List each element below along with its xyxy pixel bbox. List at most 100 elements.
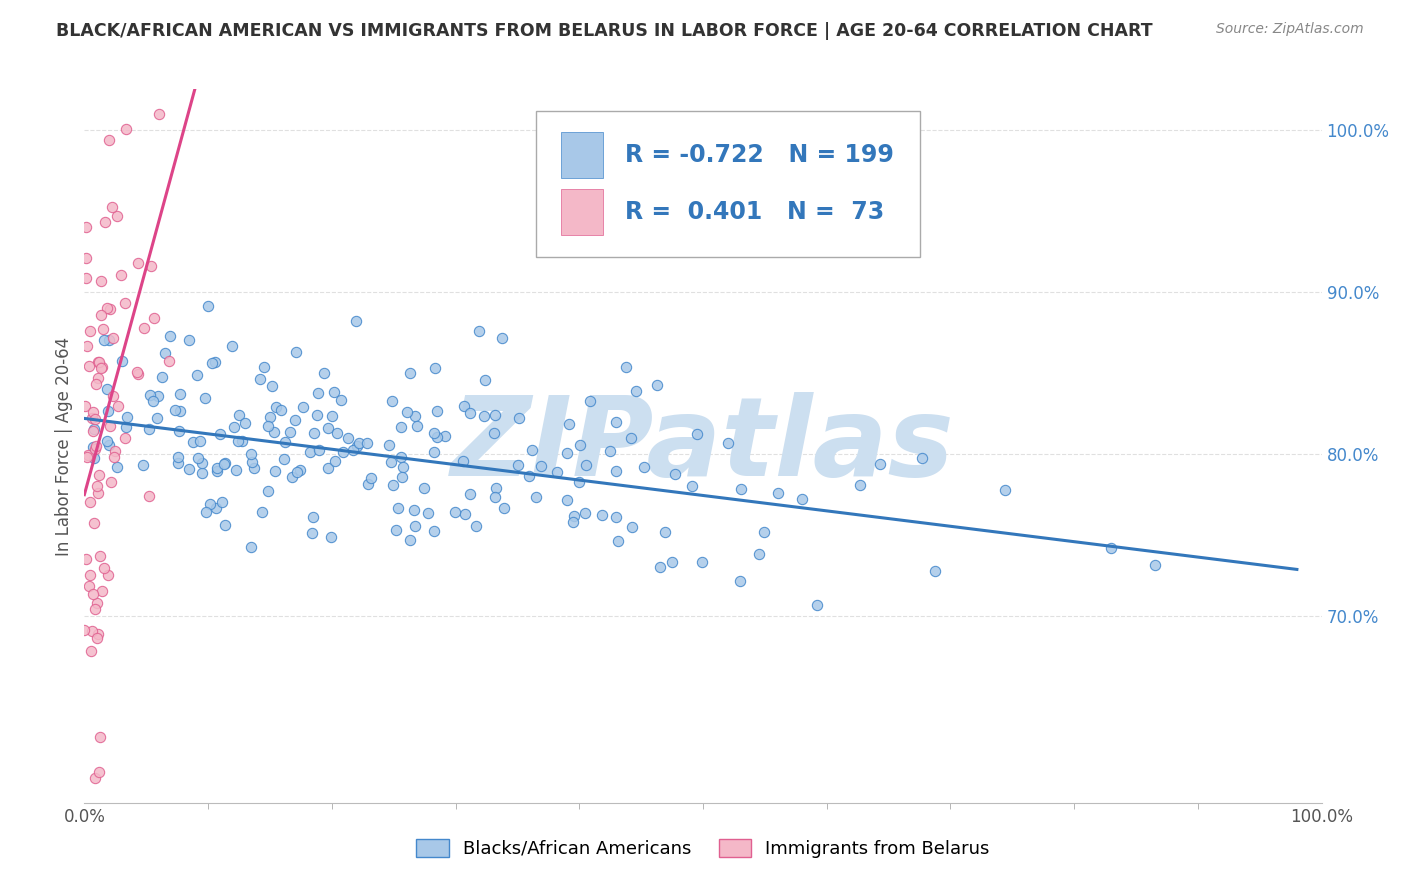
Point	[387, 501, 409, 516]
Point	[599, 444, 621, 458]
Point	[188, 434, 211, 449]
Point	[76, 448, 98, 462]
Point	[557, 493, 579, 508]
Point	[86, 479, 108, 493]
Point	[347, 436, 370, 450]
Point	[614, 359, 637, 374]
Point	[90, 308, 112, 322]
Point	[98, 301, 121, 316]
Point	[747, 548, 769, 562]
Point	[474, 373, 496, 387]
Point	[591, 508, 613, 522]
Point	[212, 458, 235, 472]
Point	[346, 440, 368, 454]
Point	[83, 516, 105, 530]
Point	[169, 403, 191, 417]
Point	[426, 404, 449, 418]
Point	[77, 579, 100, 593]
Point	[288, 463, 311, 477]
Point	[240, 455, 263, 469]
Point	[101, 200, 124, 214]
Point	[139, 259, 162, 273]
Point	[83, 422, 105, 436]
FancyBboxPatch shape	[536, 111, 920, 257]
Point	[1143, 558, 1166, 572]
Point	[191, 456, 214, 470]
Point	[167, 456, 190, 470]
Point	[79, 325, 101, 339]
Point	[90, 361, 112, 376]
Point	[391, 460, 413, 475]
Point	[806, 599, 828, 613]
Point	[302, 509, 325, 524]
Point	[240, 540, 263, 554]
Point	[157, 354, 180, 368]
Point	[90, 583, 112, 598]
Point	[183, 434, 205, 449]
Point	[406, 418, 429, 433]
Point	[661, 555, 683, 569]
Point	[87, 355, 110, 369]
Point	[790, 492, 813, 507]
Point	[380, 455, 402, 469]
Point	[752, 524, 775, 539]
Point	[76, 339, 98, 353]
Point	[396, 405, 419, 419]
Point	[557, 417, 579, 431]
Point	[117, 410, 139, 425]
Text: BLACK/AFRICAN AMERICAN VS IMMIGRANTS FROM BELARUS IN LABOR FORCE | AGE 20-64 COR: BLACK/AFRICAN AMERICAN VS IMMIGRANTS FRO…	[56, 22, 1153, 40]
Point	[621, 520, 644, 534]
Point	[924, 564, 946, 578]
Point	[492, 501, 515, 516]
Point	[105, 460, 128, 475]
Point	[93, 334, 115, 348]
Point	[146, 411, 169, 425]
Point	[82, 425, 104, 439]
Point	[75, 220, 97, 235]
Point	[204, 354, 226, 368]
Point	[240, 447, 263, 461]
Point	[131, 458, 153, 472]
Point	[243, 460, 266, 475]
Point	[165, 403, 187, 417]
Point	[389, 450, 412, 464]
Point	[319, 531, 342, 545]
Point	[87, 764, 110, 779]
Point	[89, 730, 111, 744]
Point	[101, 389, 124, 403]
Point	[391, 469, 413, 483]
Point	[96, 382, 118, 396]
Point	[83, 442, 105, 456]
Point	[308, 443, 330, 458]
Point	[686, 427, 709, 442]
Point	[506, 458, 529, 472]
Point	[574, 506, 596, 520]
Point	[385, 523, 408, 537]
Point	[100, 475, 122, 489]
Point	[664, 467, 686, 481]
Point	[301, 526, 323, 541]
Text: ZIPatlas: ZIPatlas	[451, 392, 955, 500]
Point	[205, 461, 228, 475]
Point	[127, 368, 149, 382]
Point	[80, 411, 103, 425]
Point	[226, 434, 249, 449]
Point	[253, 360, 276, 375]
Point	[191, 466, 214, 480]
Point	[404, 409, 426, 424]
Point	[484, 409, 506, 423]
Point	[404, 519, 426, 533]
Point	[484, 490, 506, 504]
Point	[284, 344, 307, 359]
Point	[87, 627, 110, 641]
Point	[76, 450, 98, 464]
Point	[451, 454, 474, 468]
Point	[111, 354, 134, 368]
Point	[166, 450, 188, 464]
Point	[562, 508, 585, 523]
Point	[103, 450, 125, 465]
Point	[110, 268, 132, 282]
Point	[605, 464, 627, 478]
Point	[1099, 541, 1122, 555]
Point	[381, 394, 404, 409]
